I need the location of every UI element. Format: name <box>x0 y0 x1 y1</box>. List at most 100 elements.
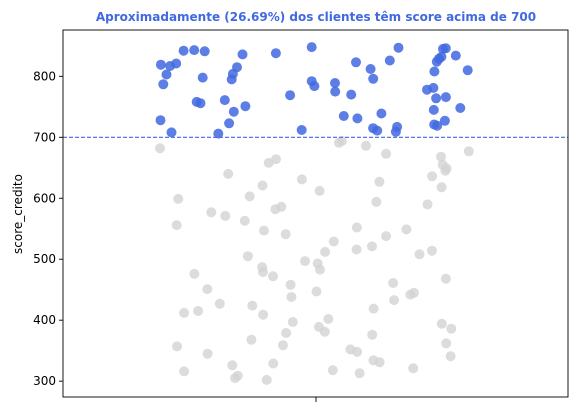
data-point <box>368 303 379 314</box>
data-point <box>268 271 278 282</box>
data-point <box>259 225 269 236</box>
data-point <box>338 111 349 121</box>
data-point <box>455 103 466 113</box>
y-tick-label: 400 <box>33 313 56 327</box>
data-point <box>285 279 296 290</box>
data-point <box>408 287 419 298</box>
y-tick-label: 300 <box>33 374 56 388</box>
data-point <box>263 157 274 168</box>
data-point <box>281 328 292 338</box>
data-point <box>462 65 473 76</box>
data-point <box>220 210 231 221</box>
data-point <box>171 220 182 231</box>
data-point <box>227 68 238 79</box>
data-point <box>300 256 310 267</box>
data-point <box>189 268 200 279</box>
data-point <box>367 241 377 252</box>
data-point <box>427 245 437 256</box>
data-point <box>436 318 447 329</box>
data-point <box>393 42 404 53</box>
data-point <box>367 329 378 340</box>
data-point <box>280 229 291 240</box>
data-point <box>309 81 320 92</box>
data-point <box>202 348 213 359</box>
data-point <box>261 374 272 385</box>
data-point <box>376 108 387 119</box>
data-point <box>381 148 392 159</box>
data-point <box>428 104 439 115</box>
data-point <box>352 113 363 124</box>
data-point <box>441 338 452 349</box>
data-point <box>401 224 412 235</box>
points-above-threshold <box>155 42 473 139</box>
data-point <box>440 92 451 103</box>
data-point <box>446 323 457 334</box>
y-axis: 300 400 500 600 700 800 <box>33 69 63 388</box>
data-point <box>232 370 243 381</box>
data-point <box>327 365 338 376</box>
data-point <box>368 73 379 84</box>
data-point <box>224 118 235 129</box>
data-point <box>311 286 322 297</box>
chart-title: Aproximadamente (26.69%) dos clientes tê… <box>96 10 536 24</box>
data-point <box>351 222 362 233</box>
data-point <box>246 334 257 345</box>
data-point <box>345 344 356 355</box>
data-point <box>240 101 251 112</box>
data-point <box>315 264 325 275</box>
data-point <box>155 115 166 126</box>
data-point <box>214 298 225 309</box>
data-point <box>193 306 204 316</box>
data-point <box>392 121 403 132</box>
data-point <box>206 207 217 218</box>
data-point <box>199 46 210 57</box>
plot-frame <box>62 29 569 398</box>
data-point <box>158 79 169 90</box>
data-point <box>268 358 279 369</box>
data-point <box>287 317 298 327</box>
data-point <box>257 180 268 191</box>
data-point <box>172 341 182 352</box>
data-point <box>276 201 287 212</box>
data-point <box>371 196 382 207</box>
data-point <box>219 95 230 106</box>
data-point <box>354 368 365 379</box>
data-point <box>296 174 307 185</box>
data-point <box>323 314 334 324</box>
data-point <box>161 69 172 80</box>
data-point <box>179 366 190 377</box>
data-point <box>408 363 419 374</box>
data-point <box>431 56 442 67</box>
data-point <box>270 48 281 59</box>
data-point <box>242 251 253 262</box>
data-point <box>237 49 248 60</box>
data-point <box>179 307 190 318</box>
y-tick-label: 700 <box>33 130 56 144</box>
data-point <box>351 57 361 68</box>
data-point <box>314 185 325 196</box>
data-point <box>330 78 340 88</box>
points-below-threshold <box>155 136 474 385</box>
data-point <box>247 300 258 311</box>
data-point <box>244 191 255 202</box>
data-point <box>436 182 447 193</box>
data-point <box>228 106 239 117</box>
data-point <box>328 236 339 247</box>
data-point <box>213 128 224 139</box>
data-point <box>195 98 206 109</box>
data-point <box>155 143 165 154</box>
data-point <box>296 125 307 135</box>
data-point <box>439 115 450 126</box>
data-point <box>450 50 461 61</box>
data-point <box>320 246 331 257</box>
data-point <box>427 171 438 182</box>
y-tick-label: 600 <box>33 191 56 205</box>
data-point <box>429 66 440 77</box>
data-point <box>285 90 296 101</box>
data-point <box>432 120 443 131</box>
data-point <box>445 351 456 362</box>
data-point <box>374 176 385 187</box>
data-point <box>155 59 166 70</box>
data-point <box>286 292 297 302</box>
